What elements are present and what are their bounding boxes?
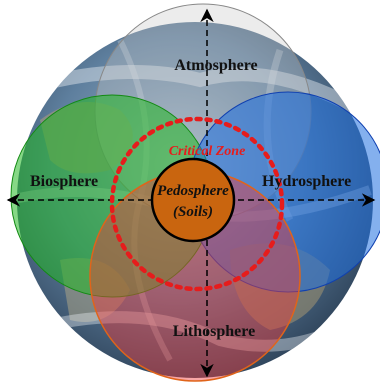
soils-label: (Soils) — [173, 204, 213, 220]
hydrosphere-label: Hydrosphere — [262, 173, 351, 190]
pedosphere-label: Pedosphere — [157, 183, 229, 199]
cloud-band — [17, 65, 364, 117]
biosphere-label: Biosphere — [30, 173, 98, 190]
lithosphere-label: Lithosphere — [173, 323, 255, 340]
critical-zone-boundary — [109, 116, 285, 292]
atmosphere-label: Atmosphere — [174, 57, 257, 74]
pedosphere-core — [150, 157, 236, 243]
critical-zone-label: Critical Zone — [169, 144, 246, 159]
